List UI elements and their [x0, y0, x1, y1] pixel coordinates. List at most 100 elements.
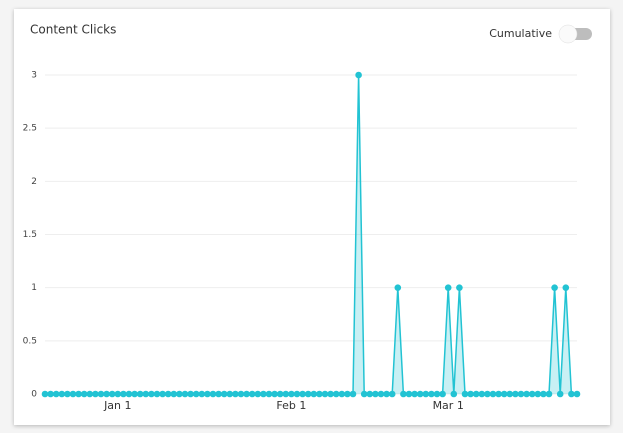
x-tick-label: Mar 1 [433, 399, 464, 412]
point [103, 390, 110, 398]
point [265, 390, 273, 398]
point [58, 390, 66, 398]
card [14, 9, 610, 425]
point [556, 390, 564, 398]
point [271, 390, 278, 398]
point [293, 390, 301, 398]
point [282, 390, 290, 398]
point [383, 390, 390, 398]
point [204, 390, 211, 398]
point [540, 390, 547, 398]
point [97, 390, 105, 398]
point [321, 390, 329, 398]
point [500, 390, 508, 398]
point [416, 390, 424, 398]
point [472, 390, 480, 398]
point [467, 390, 474, 398]
point [153, 390, 161, 398]
point [534, 390, 542, 398]
point [209, 390, 217, 398]
point [248, 390, 256, 398]
point [439, 390, 446, 398]
point [288, 390, 295, 398]
x-tick-label: Jan 1 [103, 399, 131, 412]
point [86, 390, 94, 398]
point [232, 390, 239, 398]
point [254, 390, 262, 398]
point [114, 390, 122, 398]
point [568, 390, 575, 398]
chart-title: Content Clicks [30, 23, 116, 37]
point [92, 390, 99, 398]
point [148, 390, 155, 398]
point [366, 390, 374, 398]
point [484, 390, 491, 398]
point [69, 390, 77, 398]
point [394, 284, 402, 291]
point [523, 390, 530, 398]
y-tick-label: 2.5 [23, 124, 37, 134]
point [159, 390, 166, 398]
point [338, 390, 346, 398]
y-tick-label: 1.5 [23, 230, 37, 240]
point [489, 390, 497, 398]
point [80, 390, 88, 398]
point [164, 390, 172, 398]
point [422, 390, 430, 398]
point [400, 390, 407, 398]
point [411, 390, 418, 398]
point [517, 390, 525, 398]
point [506, 390, 514, 398]
point [433, 390, 441, 398]
point [243, 390, 250, 398]
point [551, 284, 558, 291]
point [360, 390, 368, 398]
point [226, 390, 234, 398]
point [461, 390, 469, 398]
point [260, 390, 267, 398]
point [456, 284, 463, 291]
y-tick-label: 1 [31, 283, 37, 293]
point [64, 390, 71, 398]
toggle-knob[interactable] [558, 24, 578, 44]
point [142, 390, 150, 398]
y-tick-label: 0 [31, 390, 37, 400]
point [316, 390, 323, 398]
point [120, 390, 127, 398]
point [215, 390, 222, 398]
point [125, 390, 133, 398]
point [344, 390, 351, 398]
point [299, 390, 306, 398]
point [388, 390, 396, 398]
point [108, 390, 116, 398]
point [310, 390, 318, 398]
point [545, 390, 553, 398]
y-tick-label: 3 [31, 71, 37, 81]
point [131, 390, 138, 398]
point [573, 390, 581, 398]
point [136, 390, 144, 398]
toggle[interactable] [558, 24, 592, 44]
y-tick-label: 0.5 [23, 336, 37, 346]
point [220, 390, 228, 398]
y-tick-label: 2 [31, 177, 37, 187]
point [355, 71, 362, 79]
point [176, 390, 183, 398]
point [192, 390, 200, 398]
point [405, 390, 413, 398]
point [528, 390, 536, 398]
point [276, 390, 284, 398]
point [52, 390, 60, 398]
point [428, 390, 435, 398]
point [512, 390, 519, 398]
point [327, 390, 334, 398]
point [377, 390, 385, 398]
point [47, 390, 54, 398]
point [187, 390, 194, 398]
toggle-label: Cumulative [489, 27, 552, 40]
point [444, 284, 452, 291]
point [237, 390, 245, 398]
point [332, 390, 340, 398]
point [349, 390, 357, 398]
